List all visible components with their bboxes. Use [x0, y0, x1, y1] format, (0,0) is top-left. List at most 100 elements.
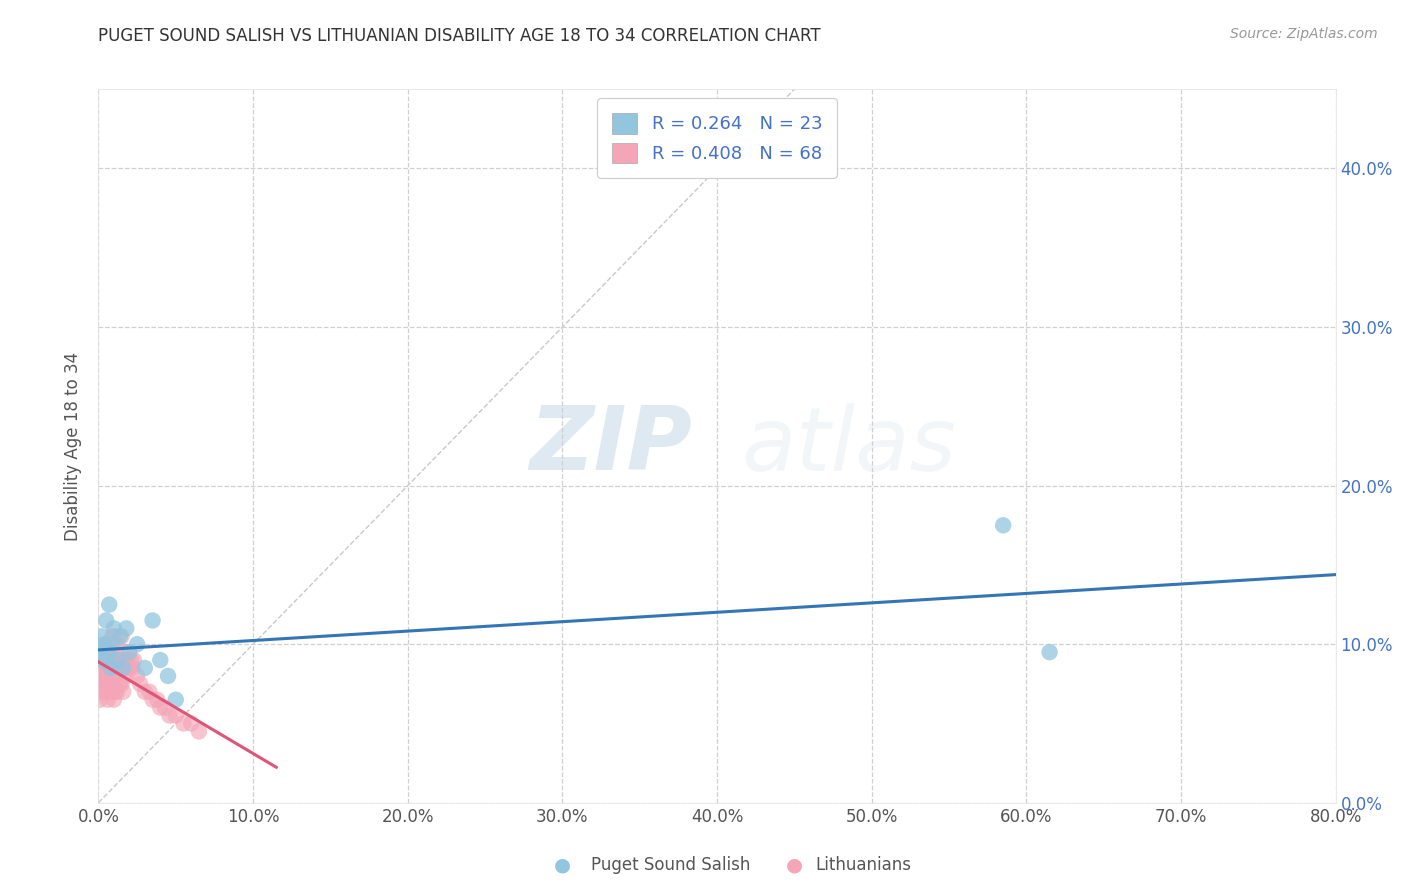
Point [93, 637, 115, 651]
Point [159, 708, 181, 723]
Point [91, 669, 114, 683]
Point [111, 653, 134, 667]
Point [103, 653, 125, 667]
Point [93, 661, 115, 675]
Point [149, 653, 172, 667]
Point [107, 669, 129, 683]
Point [112, 661, 135, 675]
Point [149, 700, 172, 714]
Point [1038, 645, 1062, 659]
Point [96, 685, 118, 699]
Point [111, 677, 134, 691]
Point [118, 661, 141, 675]
Point [107, 653, 129, 667]
Point [105, 685, 128, 699]
Point [146, 692, 169, 706]
Point [96, 614, 118, 628]
Point [100, 661, 122, 675]
Point [105, 653, 128, 667]
Text: atlas: atlas [742, 403, 956, 489]
Point [89, 677, 111, 691]
Point [91, 677, 114, 691]
Text: ●: ● [786, 855, 803, 875]
Point [101, 653, 124, 667]
Point [105, 637, 128, 651]
Point [100, 645, 122, 659]
Point [142, 692, 165, 706]
Point [115, 669, 138, 683]
Point [165, 708, 187, 723]
Point [118, 645, 141, 659]
Point [98, 685, 121, 699]
Point [103, 629, 125, 643]
Point [104, 685, 127, 699]
Point [112, 661, 135, 675]
Point [134, 685, 156, 699]
Point [91, 653, 114, 667]
Point [142, 614, 165, 628]
Point [97, 637, 120, 651]
Text: PUGET SOUND SALISH VS LITHUANIAN DISABILITY AGE 18 TO 34 CORRELATION CHART: PUGET SOUND SALISH VS LITHUANIAN DISABIL… [98, 27, 821, 45]
Text: Puget Sound Salish: Puget Sound Salish [591, 856, 749, 874]
Point [93, 677, 115, 691]
Point [993, 518, 1015, 533]
Point [127, 669, 149, 683]
Point [98, 661, 121, 675]
Point [127, 637, 149, 651]
Text: Source: ZipAtlas.com: Source: ZipAtlas.com [1230, 27, 1378, 41]
Point [93, 637, 115, 651]
Point [97, 692, 120, 706]
Point [100, 685, 122, 699]
Point [103, 692, 125, 706]
Point [89, 661, 111, 675]
Point [97, 669, 120, 683]
Point [90, 669, 112, 683]
Point [117, 661, 139, 675]
Point [165, 692, 187, 706]
Text: Lithuanians: Lithuanians [815, 856, 911, 874]
Point [98, 598, 121, 612]
Point [153, 700, 176, 714]
Point [97, 645, 120, 659]
Point [90, 629, 112, 643]
Point [101, 629, 124, 643]
Point [112, 685, 135, 699]
Point [105, 661, 128, 675]
Point [115, 653, 138, 667]
Point [129, 677, 152, 691]
Point [89, 692, 111, 706]
Point [103, 621, 125, 635]
Point [101, 677, 124, 691]
Point [98, 637, 121, 651]
Point [180, 716, 202, 731]
Point [121, 661, 143, 675]
Point [91, 645, 114, 659]
Text: ●: ● [554, 855, 571, 875]
Point [97, 653, 120, 667]
Point [122, 653, 145, 667]
Y-axis label: Disability Age 18 to 34: Disability Age 18 to 34 [65, 351, 83, 541]
Point [115, 621, 138, 635]
Point [89, 645, 111, 659]
Point [103, 669, 125, 683]
Point [157, 669, 180, 683]
Point [111, 629, 134, 643]
Point [108, 653, 131, 667]
Point [101, 637, 124, 651]
Point [173, 716, 195, 731]
Point [188, 724, 211, 739]
Point [96, 653, 118, 667]
Point [96, 669, 118, 683]
Point [114, 645, 136, 659]
Point [108, 629, 131, 643]
Point [90, 653, 112, 667]
Point [104, 661, 127, 675]
Point [90, 685, 112, 699]
Point [108, 677, 131, 691]
Point [120, 653, 142, 667]
Point [138, 685, 160, 699]
Point [91, 661, 114, 675]
Legend: R = 0.264   N = 23, R = 0.408   N = 68: R = 0.264 N = 23, R = 0.408 N = 68 [598, 98, 837, 178]
Text: ZIP: ZIP [530, 402, 692, 490]
Point [100, 661, 122, 675]
